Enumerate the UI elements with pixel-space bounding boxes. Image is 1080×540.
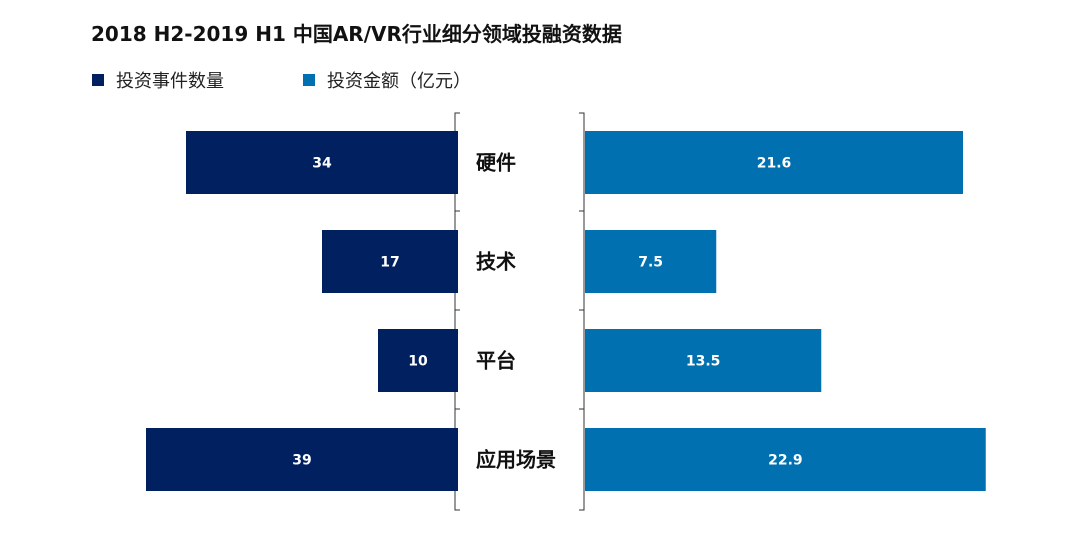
- legend-item-event-count: 投资事件数量: [92, 68, 224, 92]
- bar-label-amount: 7.5: [638, 255, 663, 271]
- legend-swatch-amount: [303, 74, 315, 86]
- bar-event-count: [146, 428, 458, 491]
- bar-event-count: [186, 131, 458, 194]
- left-bracket: [454, 112, 460, 511]
- bar-label-event-count: 10: [408, 354, 428, 370]
- category-label: 平台: [476, 349, 516, 373]
- bar-amount: [585, 131, 963, 194]
- category-label: 硬件: [476, 151, 516, 175]
- bar-label-event-count: 17: [380, 255, 399, 271]
- bar-label-amount: 22.9: [768, 453, 803, 469]
- bar-label-amount: 13.5: [686, 354, 721, 370]
- bar-amount: [585, 329, 822, 392]
- bar-label-event-count: 34: [312, 156, 332, 172]
- legend-label-event-count: 投资事件数量: [116, 71, 224, 92]
- bar-event-count: [322, 230, 458, 293]
- category-label: 技术: [476, 250, 516, 274]
- right-bracket: [579, 112, 585, 511]
- bar-label-amount: 21.6: [757, 156, 792, 172]
- category-label: 应用场景: [476, 448, 556, 472]
- chart-title: 2018 H2-2019 H1 中国AR/VR行业细分领域投融资数据: [91, 22, 622, 46]
- legend-item-amount: 投资金额（亿元）: [303, 68, 471, 92]
- bar-event-count: [378, 329, 458, 392]
- legend-swatch-event-count: [92, 74, 104, 86]
- bar-amount: [585, 428, 986, 491]
- bar-label-event-count: 39: [292, 453, 311, 469]
- bar-amount: [585, 230, 717, 293]
- legend-label-amount: 投资金额（亿元）: [327, 71, 471, 92]
